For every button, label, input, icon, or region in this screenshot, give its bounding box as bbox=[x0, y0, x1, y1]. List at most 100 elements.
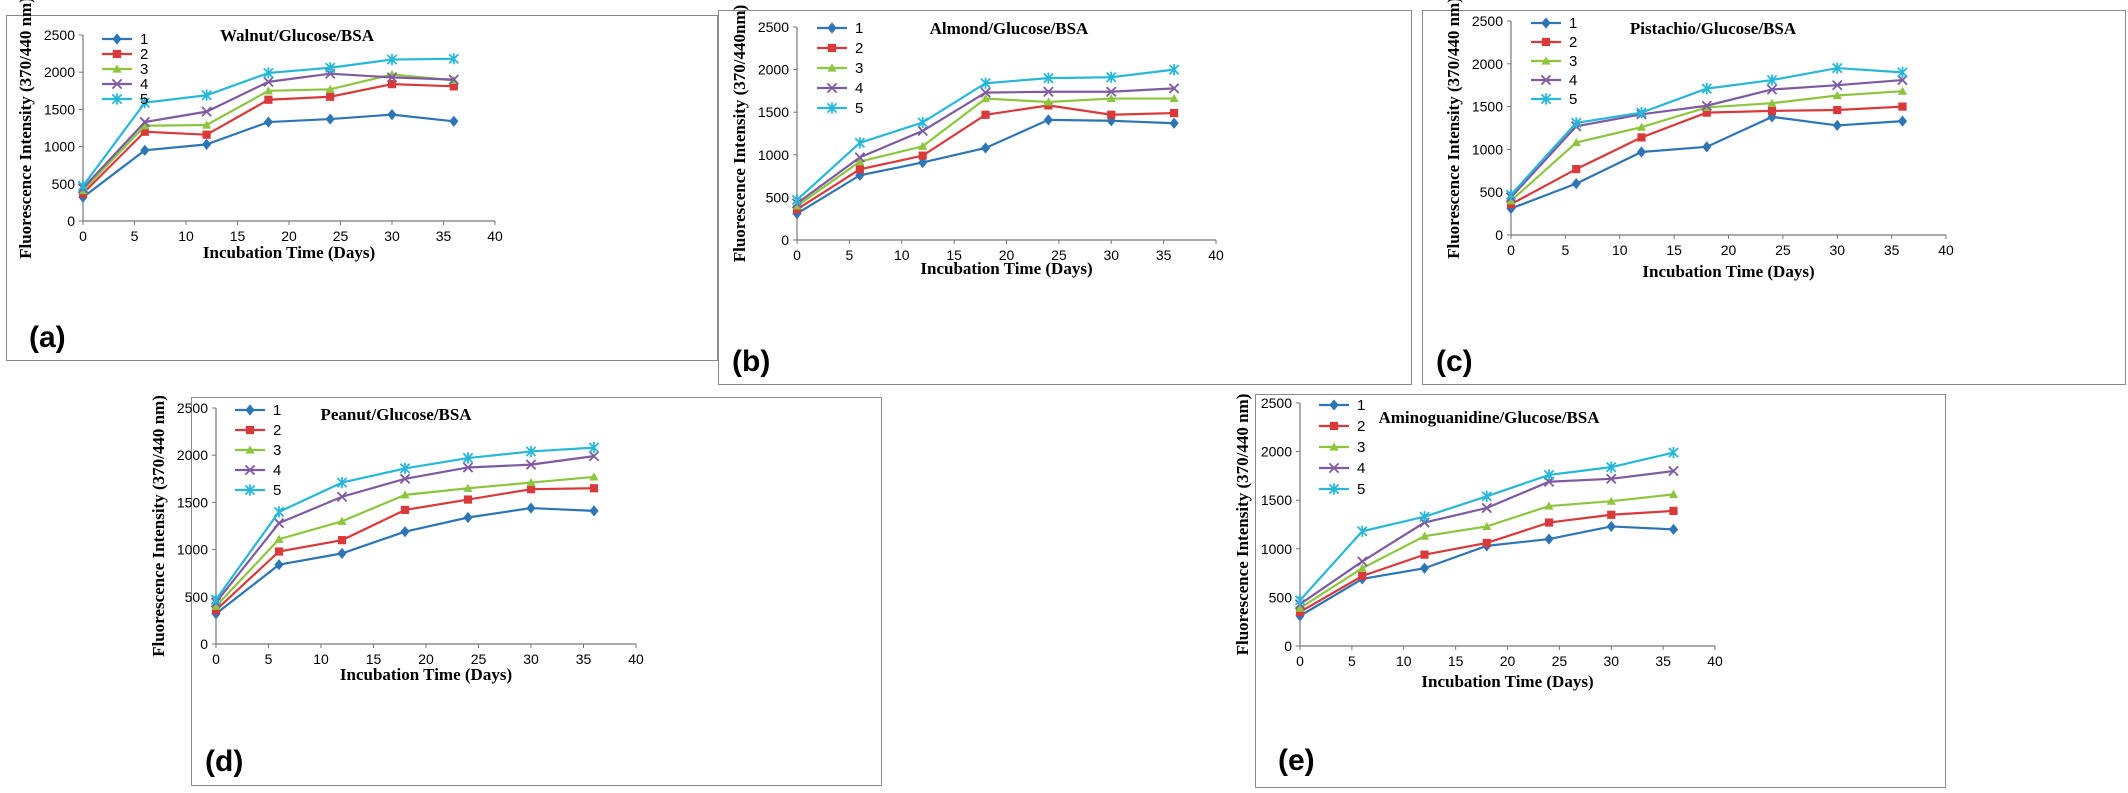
series-2-point bbox=[1833, 105, 1842, 115]
series-3-point bbox=[1106, 93, 1116, 103]
legend-item-4: 4 bbox=[1319, 460, 1365, 477]
series-3-point bbox=[855, 157, 865, 166]
x-tick-label: 0 bbox=[1296, 653, 1304, 669]
series-4-point bbox=[980, 87, 991, 98]
series-4-point bbox=[1897, 74, 1908, 86]
series-4-point bbox=[462, 462, 474, 473]
legend-label: 3 bbox=[1569, 53, 1577, 70]
series-2-point bbox=[326, 92, 335, 101]
y-tick-label: 1500 bbox=[1261, 492, 1292, 508]
y-axis-label: Fluorescence Intensity (370/440nm) bbox=[730, 5, 749, 263]
series-2-point bbox=[526, 485, 536, 494]
series-1-point bbox=[1636, 146, 1647, 158]
x-tick-label: 25 bbox=[1051, 247, 1067, 263]
series-1 bbox=[1506, 111, 1908, 215]
series-3-point bbox=[202, 120, 212, 129]
series-5-point bbox=[1701, 83, 1712, 95]
series-1-point bbox=[1897, 115, 1908, 127]
series-1-point bbox=[827, 22, 837, 34]
series-5-point bbox=[139, 97, 151, 109]
series-2-point bbox=[918, 151, 927, 160]
series-4-point bbox=[1481, 502, 1492, 514]
x-tick-label: 20 bbox=[418, 651, 434, 667]
series-4-point bbox=[525, 459, 537, 470]
series-3-point bbox=[980, 93, 991, 103]
legend-item-3: 3 bbox=[1531, 53, 1577, 70]
series-3-point bbox=[1544, 501, 1554, 510]
y-tick-label: 500 bbox=[1269, 589, 1293, 605]
series-3-point bbox=[589, 472, 599, 481]
series-4-point bbox=[1606, 473, 1617, 485]
x-tick-label: 15 bbox=[1448, 653, 1464, 669]
x-tick-label: 35 bbox=[1156, 247, 1172, 263]
series-5-point bbox=[1419, 511, 1430, 523]
series-2-point bbox=[827, 43, 837, 53]
legend-label: 3 bbox=[273, 442, 281, 459]
series-4-point bbox=[588, 450, 600, 462]
series-4-point bbox=[1106, 86, 1117, 97]
legend-label: 1 bbox=[1569, 15, 1577, 32]
series-2-point bbox=[1669, 506, 1678, 515]
legend-item-2: 2 bbox=[235, 422, 281, 439]
x-tick-label: 35 bbox=[1655, 653, 1671, 669]
series-5-point bbox=[1543, 469, 1555, 481]
series-4-point bbox=[1540, 74, 1552, 86]
series-3-point bbox=[274, 534, 284, 543]
series-1-point bbox=[1571, 178, 1581, 190]
series-2 bbox=[211, 484, 599, 615]
series-4-point bbox=[1832, 79, 1843, 91]
series-4-point bbox=[1766, 84, 1778, 95]
x-tick-label: 30 bbox=[1103, 247, 1119, 263]
legend-label: 4 bbox=[1357, 460, 1365, 477]
series-3-point bbox=[1897, 86, 1908, 95]
series-3-point bbox=[245, 445, 255, 454]
series-5 bbox=[1294, 446, 1679, 606]
series-2-point bbox=[245, 425, 255, 435]
legend-label: 2 bbox=[140, 46, 148, 63]
series-5-point bbox=[1540, 93, 1552, 105]
legend-label: 1 bbox=[1357, 397, 1365, 414]
x-tick-label: 40 bbox=[1938, 242, 1954, 258]
series-1-line bbox=[215, 506, 595, 615]
legend-item-2: 2 bbox=[1319, 418, 1365, 435]
series-4-point bbox=[1357, 556, 1368, 567]
x-tick-label: 10 bbox=[894, 247, 910, 263]
series-1-point bbox=[1169, 117, 1179, 129]
legend-item-2: 2 bbox=[102, 46, 148, 63]
series-2 bbox=[78, 80, 458, 198]
y-tick-label: 2500 bbox=[177, 400, 208, 416]
series-3-point bbox=[1329, 442, 1339, 451]
legend-item-4: 4 bbox=[1531, 72, 1577, 89]
legend-label: 2 bbox=[855, 40, 863, 57]
series-4 bbox=[210, 450, 600, 608]
series-2-point bbox=[387, 80, 397, 89]
x-tick-label: 5 bbox=[845, 247, 853, 263]
series-1-point bbox=[325, 113, 335, 125]
x-tick-label: 5 bbox=[265, 651, 273, 667]
legend-label: 3 bbox=[140, 61, 148, 78]
series-2-point bbox=[463, 495, 473, 504]
y-tick-label: 1500 bbox=[1472, 99, 1503, 115]
series-5-point bbox=[1043, 72, 1054, 84]
legend-item-5: 5 bbox=[1319, 481, 1365, 498]
legend-item-3: 3 bbox=[235, 442, 281, 459]
series-1-point bbox=[463, 511, 473, 524]
series-5-point bbox=[980, 77, 991, 89]
series-4-point bbox=[917, 125, 928, 137]
panel-tag: (d) bbox=[205, 745, 244, 778]
series-4-point bbox=[111, 78, 123, 90]
series-3-point bbox=[1043, 97, 1053, 106]
series-3-point bbox=[400, 490, 410, 499]
y-tick-label: 0 bbox=[781, 232, 789, 248]
chart-panel-almond: 0 500 1000 1500 2000 2500 0 5 10 15 20 25 30 35 40 Almo… bbox=[718, 5, 1412, 385]
series-2-point bbox=[112, 49, 122, 59]
series-2-point bbox=[1420, 550, 1429, 559]
x-tick-label: 15 bbox=[366, 651, 382, 667]
legend-label: 5 bbox=[273, 482, 281, 499]
series-3-point bbox=[325, 84, 335, 93]
y-tick-label: 2500 bbox=[758, 19, 789, 35]
y-tick-label: 1000 bbox=[758, 147, 789, 163]
legend-item-5: 5 bbox=[102, 91, 148, 108]
